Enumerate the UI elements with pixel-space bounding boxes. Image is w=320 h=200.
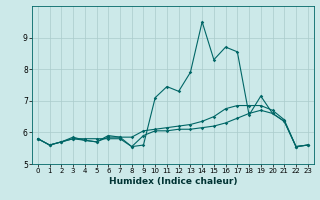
X-axis label: Humidex (Indice chaleur): Humidex (Indice chaleur) (108, 177, 237, 186)
